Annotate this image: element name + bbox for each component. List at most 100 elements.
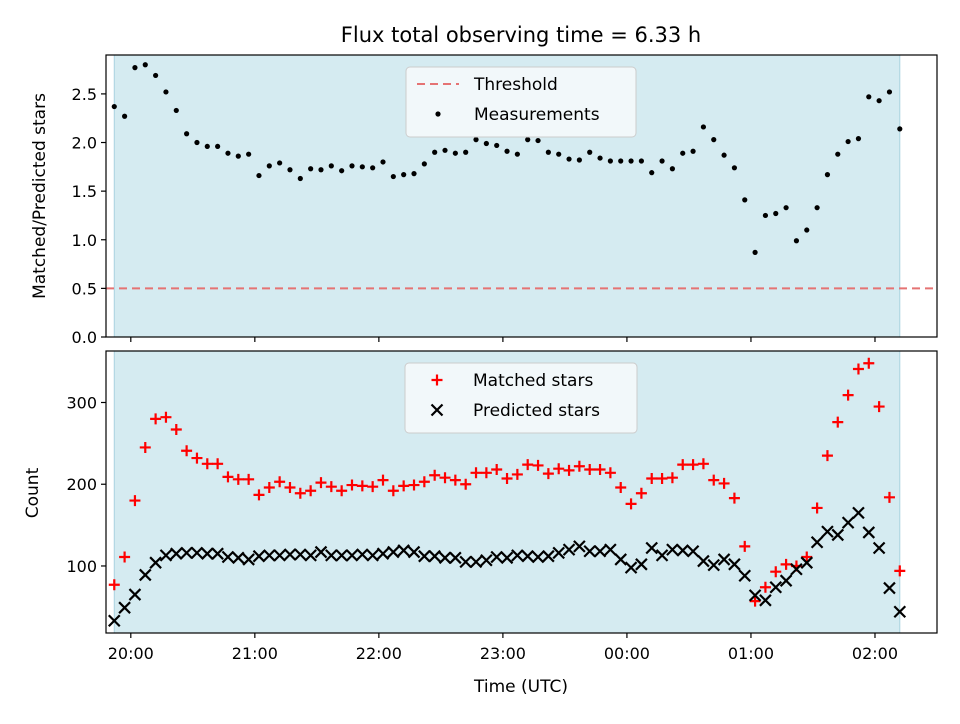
data-point: [852, 363, 864, 375]
legend-box: [404, 362, 638, 434]
x-tick-label: 20:00: [108, 644, 154, 663]
top-y-axis-label: Matched/Predicted stars: [30, 93, 50, 299]
data-point: [325, 549, 338, 562]
data-point: [111, 103, 117, 110]
data-point: [804, 227, 810, 233]
data-point: [274, 476, 286, 488]
data-point: [886, 89, 893, 95]
x-tick-label: 21:00: [232, 644, 278, 663]
data-point: [628, 158, 634, 164]
data-point: [253, 489, 265, 501]
data-point: [263, 549, 276, 562]
data-point: [401, 172, 407, 178]
data-point: [428, 549, 441, 563]
data-point: [442, 147, 448, 153]
data-point: [398, 480, 410, 492]
data-point: [769, 580, 783, 594]
data-point: [328, 163, 334, 169]
data-point: [377, 474, 389, 486]
data-point: [573, 540, 586, 553]
data-point: [222, 471, 234, 483]
data-point: [862, 526, 876, 539]
data-point: [700, 124, 707, 130]
data-point: [687, 459, 699, 471]
data-point: [408, 479, 420, 491]
data-point: [500, 551, 514, 565]
data-point: [783, 205, 789, 211]
data-point: [656, 473, 668, 485]
data-point: [387, 545, 400, 559]
data-point: [810, 535, 824, 549]
data-point: [194, 139, 200, 146]
data-point: [345, 549, 359, 562]
data-point: [773, 210, 779, 217]
data-point: [841, 516, 855, 529]
data-point: [191, 452, 203, 464]
data-point: [584, 464, 596, 476]
data-point: [717, 553, 731, 566]
x-axis-label: Time (UTC): [473, 677, 568, 697]
data-point: [604, 467, 616, 479]
data-point: [387, 485, 399, 497]
data-point: [463, 149, 469, 155]
data-point: [287, 167, 293, 173]
series-measurements: [111, 62, 903, 255]
data-point: [452, 150, 458, 156]
data-point: [739, 540, 751, 552]
data-point: [821, 450, 833, 462]
data-point: [521, 549, 534, 563]
data-point: [277, 160, 283, 166]
data-point: [449, 474, 461, 486]
data-point: [845, 138, 851, 145]
data-point: [390, 173, 396, 180]
data-point: [129, 495, 141, 507]
data-point: [294, 548, 307, 561]
data-point: [494, 142, 500, 149]
data-point: [625, 498, 637, 510]
data-point: [504, 148, 510, 154]
data-point: [607, 158, 613, 164]
legend-matched-swatch: [431, 374, 443, 386]
series-predicted-stars: [107, 506, 907, 628]
data-point: [308, 166, 314, 172]
data-point: [655, 549, 669, 562]
data-point: [263, 482, 275, 494]
data-point: [800, 556, 814, 569]
data-point: [266, 163, 272, 169]
data-point: [180, 546, 193, 560]
data-point: [232, 551, 245, 565]
data-point: [711, 137, 717, 143]
data-point: [201, 458, 213, 470]
data-point: [863, 357, 875, 369]
data-point: [170, 547, 183, 560]
data-point: [460, 478, 472, 490]
data-point: [284, 482, 296, 494]
data-point: [181, 445, 193, 457]
data-point: [553, 463, 565, 475]
x-tick-label: 00:00: [604, 644, 650, 663]
data-point: [831, 528, 845, 542]
data-point: [666, 472, 678, 484]
legend: Matched stars Predicted stars: [404, 362, 638, 434]
data-point: [718, 477, 730, 489]
data-point: [314, 545, 328, 559]
data-point: [897, 126, 903, 132]
data-point: [872, 541, 886, 555]
data-point: [418, 549, 431, 563]
data-point: [514, 151, 520, 157]
data-point: [159, 549, 173, 562]
data-point: [118, 601, 131, 614]
data-point: [852, 506, 865, 520]
data-point: [246, 151, 252, 157]
data-point: [336, 485, 348, 497]
data-point: [294, 487, 306, 499]
data-point: [855, 136, 862, 142]
data-point: [511, 549, 524, 562]
data-point: [283, 548, 297, 561]
data-point: [645, 541, 659, 555]
bottom-y-axis-label: Count: [23, 467, 43, 518]
data-point: [149, 556, 162, 569]
data-point: [883, 491, 895, 503]
data-point: [132, 65, 138, 71]
data-point: [759, 594, 772, 607]
